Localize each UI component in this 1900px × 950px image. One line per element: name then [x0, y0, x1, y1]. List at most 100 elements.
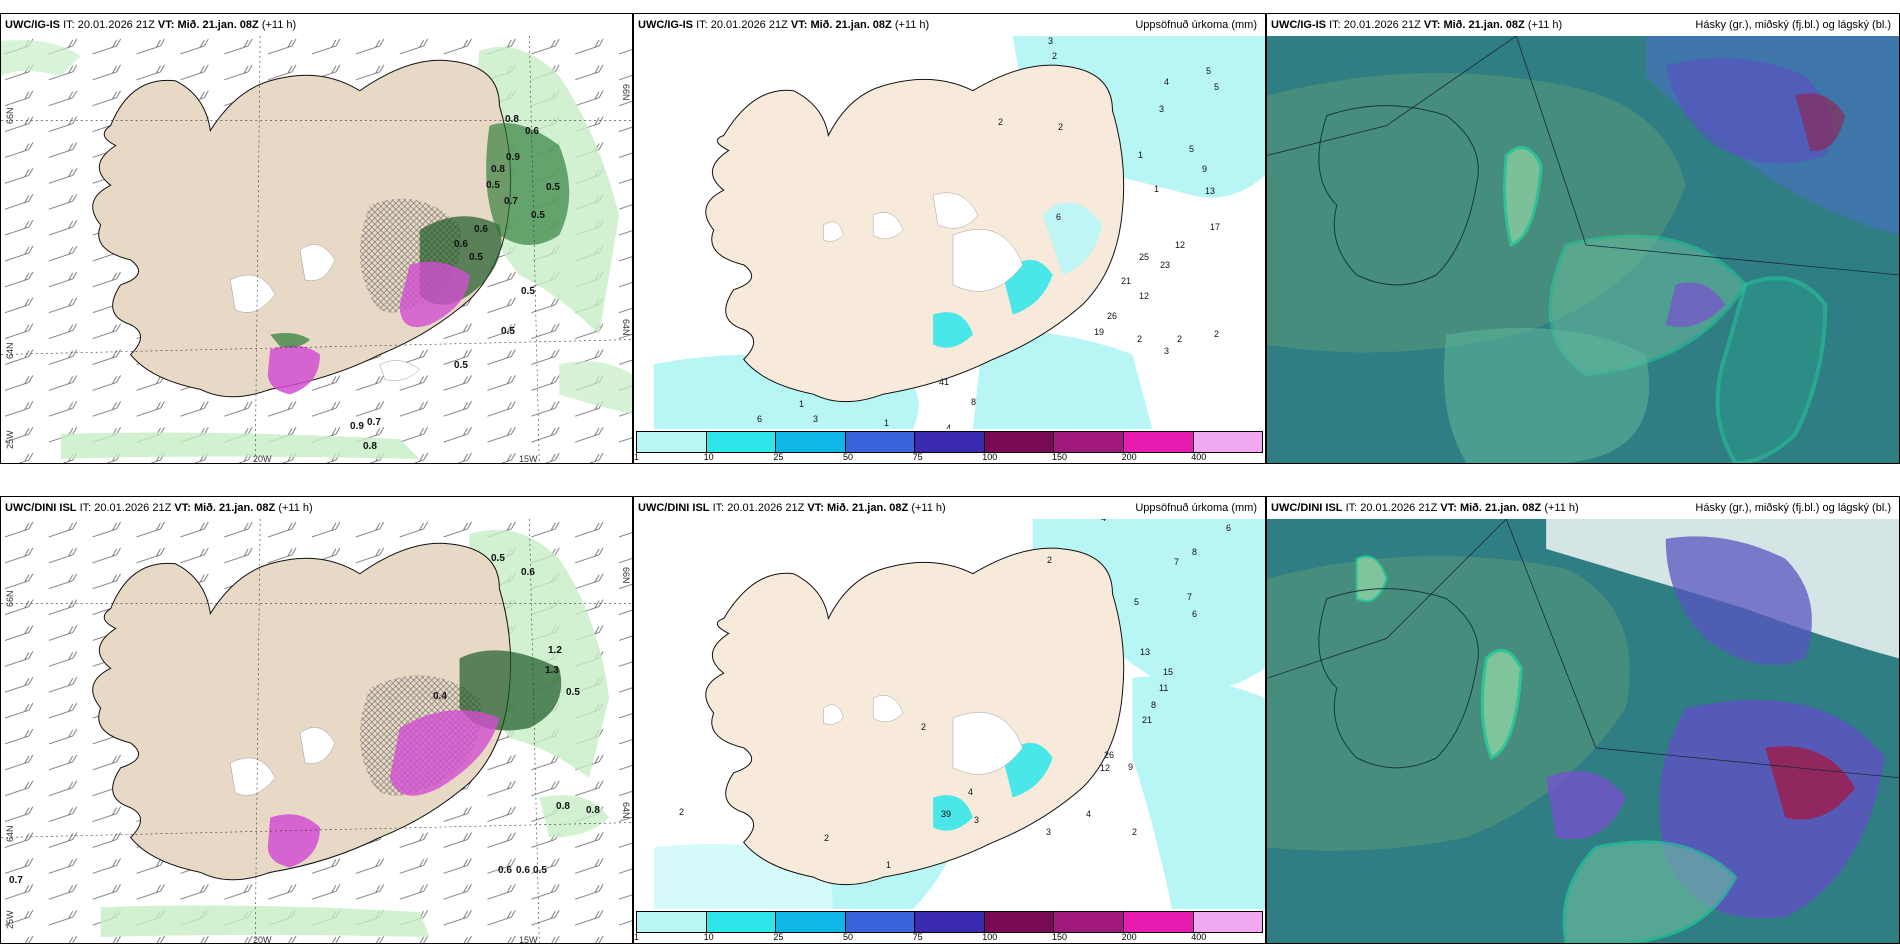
- vt-label: VT:: [174, 502, 191, 514]
- lat-label-66-right: 66N: [621, 567, 631, 584]
- legend-swatch: [984, 912, 1055, 932]
- lon-label-20w: 20W: [253, 935, 272, 944]
- precip-value: 25: [1139, 252, 1150, 262]
- vt-label: VT:: [157, 19, 175, 31]
- legend-swatch: [915, 912, 985, 932]
- precip-value: 8: [971, 397, 977, 407]
- panel-title: Hásky (gr.), miðský (fj.bl.) og lágský (…: [1695, 502, 1891, 514]
- map-wind[interactable]: [1, 519, 632, 943]
- map-precip[interactable]: [634, 36, 1265, 429]
- legend-swatch: [1193, 432, 1263, 452]
- legend-tick: 50: [842, 452, 853, 462]
- legend-swatch: [706, 432, 777, 452]
- wind-value: 0.5: [454, 360, 468, 371]
- precip-value: 13: [1140, 647, 1151, 657]
- map-wind[interactable]: [1, 36, 632, 463]
- legend-swatch: [706, 912, 777, 932]
- map-cloud[interactable]: [1267, 36, 1899, 463]
- precip-value: 5: [1214, 82, 1220, 92]
- precip-value: 3: [813, 414, 819, 424]
- panel-bottom-wind: UWC/DINI ISL IT: 20.01.2026 21Z VT: Mið.…: [0, 496, 633, 944]
- legend-swatches: [636, 431, 1263, 453]
- precip-value: 4: [968, 787, 974, 797]
- legend-tick: 400: [1191, 452, 1207, 462]
- lead-time: (+11 h): [261, 19, 297, 31]
- precip-map-svg: [634, 519, 1265, 909]
- precip-value: 15: [1163, 667, 1174, 677]
- precip-map-svg: [634, 36, 1265, 429]
- precip-value: 1: [886, 860, 892, 870]
- panel-header: UWC/DINI ISL IT: 20.01.2026 21Z VT: Mið.…: [1, 497, 632, 519]
- legend-swatch: [845, 432, 916, 452]
- precip-value: 3: [1048, 36, 1054, 46]
- precip-value: 11: [1159, 683, 1169, 693]
- it-label: IT:: [63, 19, 75, 31]
- precip-value: 9: [1202, 164, 1208, 174]
- map-cloud[interactable]: [1267, 519, 1899, 943]
- model-name: UWC/IG-IS: [5, 19, 60, 31]
- wind-value: 0.8: [586, 805, 600, 816]
- lat-label-66-right: 66N: [621, 84, 631, 101]
- panel-bottom-precip: UWC/DINI ISL IT: 20.01.2026 21Z VT: Mið.…: [633, 496, 1266, 944]
- lead-time: (+11 h): [911, 502, 946, 514]
- precip-value: 4: [1086, 809, 1092, 819]
- legend-tick: 10: [703, 932, 714, 942]
- precip-value: 2: [1177, 334, 1183, 344]
- precip-value: 3: [1159, 104, 1165, 114]
- wind-value: 0.5: [533, 865, 547, 876]
- panel-top-wind: UWC/IG-IS IT: 20.01.2026 21Z VT: Mið. 21…: [0, 13, 633, 464]
- precip-value: 8: [1192, 547, 1198, 557]
- wind-value: 0.5: [531, 210, 545, 221]
- it-label: IT:: [712, 502, 725, 514]
- wind-value: 0.5: [486, 180, 500, 191]
- legend-tick: 75: [912, 932, 923, 942]
- map-precip[interactable]: [634, 519, 1265, 909]
- precip-value: 2: [1214, 329, 1220, 339]
- vt-label: VT:: [1423, 19, 1441, 31]
- legend-tick: 400: [1191, 932, 1207, 942]
- precip-value: 3: [1164, 346, 1170, 356]
- lat-label-64: 64N: [5, 825, 15, 842]
- legend-swatch: [984, 432, 1055, 452]
- vt-value: Mið. 21.jan. 08Z: [1443, 19, 1525, 31]
- precip-value: 5: [1206, 66, 1212, 76]
- wind-value: 0.6: [474, 224, 488, 235]
- vt-value: Mið. 21.jan. 08Z: [826, 502, 909, 514]
- legend-swatches: [636, 911, 1263, 933]
- wind-value: 0.6: [498, 865, 512, 876]
- precip-value: 6: [757, 414, 763, 424]
- it-value: 20.01.2026 21Z: [77, 19, 155, 31]
- precip-value: 41: [939, 377, 950, 387]
- vt-value: Mið. 21.jan. 08Z: [177, 19, 259, 31]
- wind-value: 0.9: [350, 421, 364, 432]
- panel-title: Uppsöfnuð úrkoma (mm): [1135, 19, 1257, 31]
- legend-tick: 10: [703, 452, 714, 462]
- legend-swatch: [1193, 912, 1263, 932]
- wind-value: 0.7: [9, 875, 23, 886]
- precip-value: 7: [1174, 557, 1180, 567]
- precip-value: 12: [1100, 763, 1111, 773]
- lon-label-15w: 15W: [519, 935, 538, 944]
- precip-legend: 1 10 25 50 75 100 150 200 400: [634, 429, 1265, 463]
- lon-label-20w: 20W: [253, 454, 272, 464]
- wind-value: 0.5: [469, 252, 483, 263]
- lead-time: (+11 h): [1527, 19, 1563, 31]
- precip-value: 5: [1189, 144, 1195, 154]
- wind-value: 0.4: [433, 691, 447, 702]
- legend-tick: 200: [1121, 932, 1137, 942]
- legend-tick: 1: [634, 932, 640, 942]
- legend-tick: 1: [634, 452, 640, 462]
- precip-value: 2: [1137, 334, 1143, 344]
- cloud-map-svg: [1267, 519, 1899, 943]
- legend-tick: 25: [773, 932, 784, 942]
- panel-bottom-cloud: UWC/DINI ISL IT: 20.01.2026 21Z VT: Mið.…: [1266, 496, 1900, 944]
- panel-header: UWC/IG-IS IT: 20.01.2026 21Z VT: Mið. 21…: [634, 14, 1265, 36]
- legend-ticks: 1 10 25 50 75 100 150 200 400: [634, 932, 1263, 943]
- wind-value: 0.9: [506, 152, 520, 163]
- lat-label-64-right: 64N: [621, 802, 631, 819]
- legend-swatch: [1123, 432, 1194, 452]
- precip-value: 6: [1192, 609, 1198, 619]
- wind-value: 0.5: [546, 182, 560, 193]
- legend-tick: 75: [912, 452, 923, 462]
- wind-value: 1.2: [548, 645, 562, 656]
